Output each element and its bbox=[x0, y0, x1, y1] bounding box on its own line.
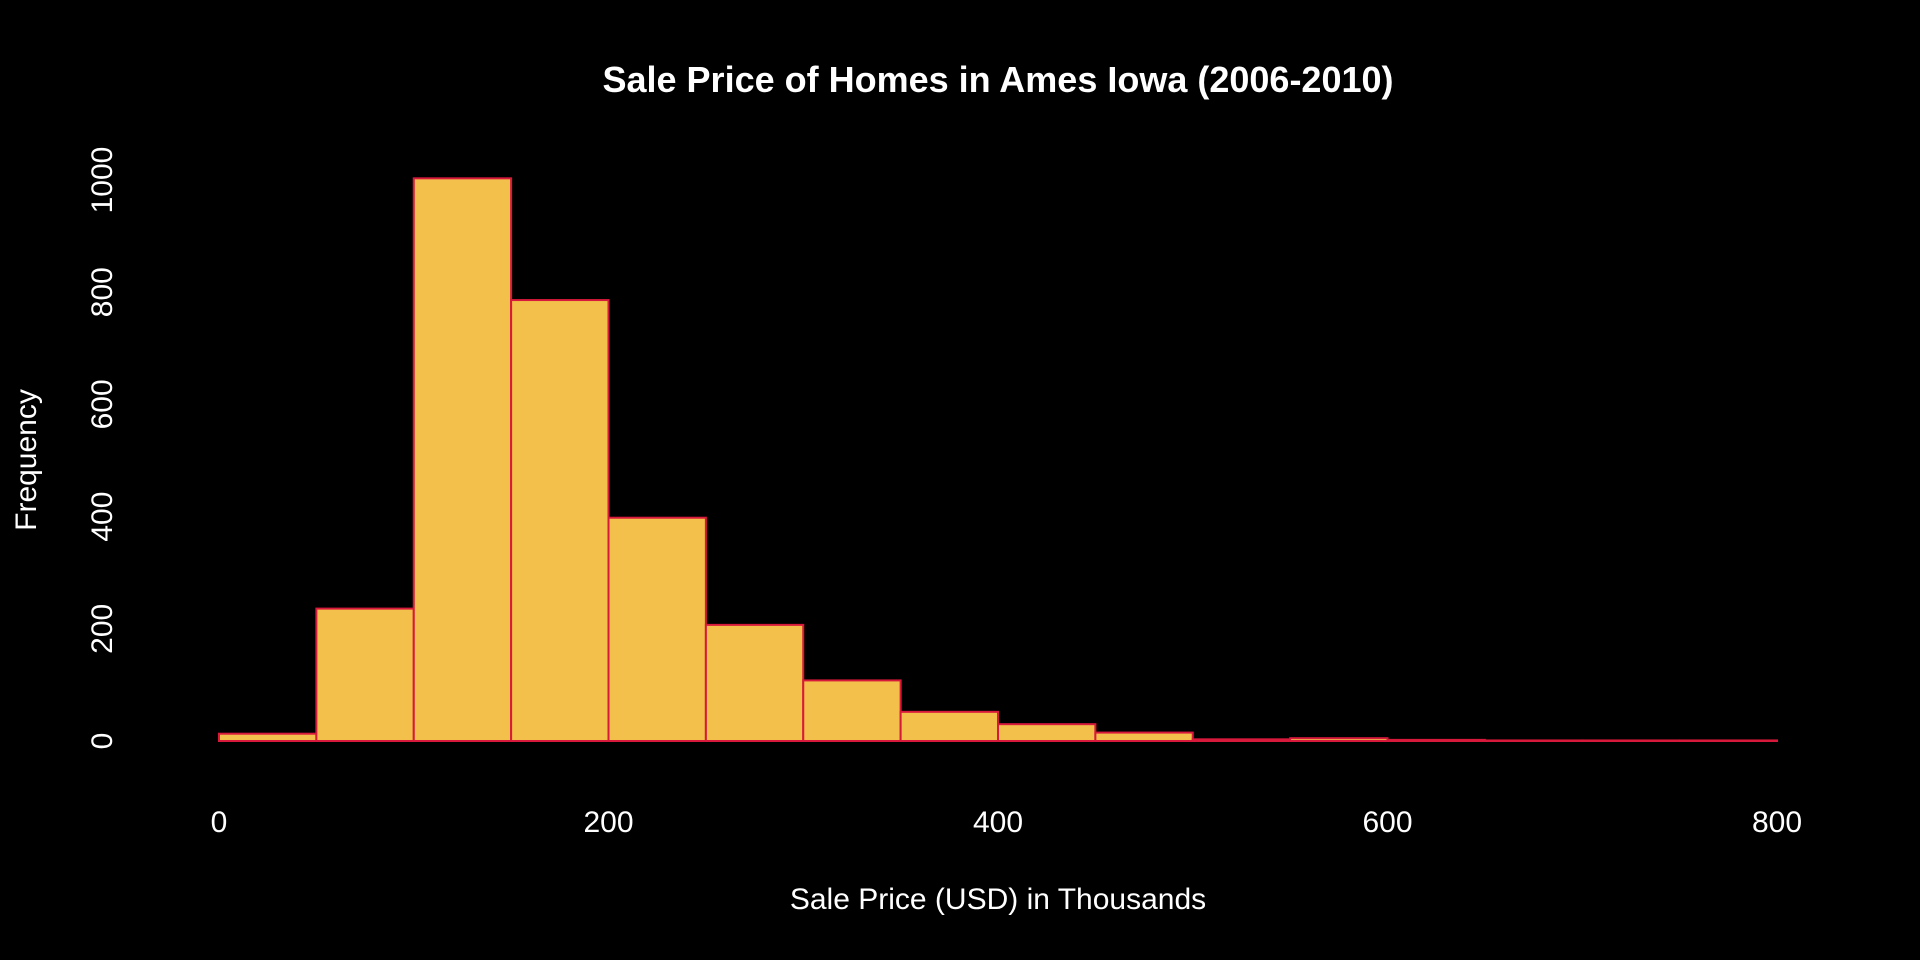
histogram-bar bbox=[607, 516, 707, 742]
chart-title: Sale Price of Homes in Ames Iowa (2006-2… bbox=[602, 59, 1393, 100]
histogram-bar bbox=[510, 299, 610, 742]
x-tick-label: 400 bbox=[973, 806, 1023, 839]
y-tick-label: 800 bbox=[86, 267, 119, 317]
histogram-bar bbox=[899, 710, 999, 743]
histogram-bar bbox=[1581, 739, 1681, 743]
y-tick-label: 1000 bbox=[86, 147, 119, 214]
histogram-bar bbox=[1678, 739, 1778, 743]
histogram-bar bbox=[997, 723, 1097, 742]
x-axis-label: Sale Price (USD) in Thousands bbox=[790, 883, 1206, 916]
x-tick-label: 800 bbox=[1752, 806, 1802, 839]
histogram-bar bbox=[704, 623, 805, 742]
y-tick-label: 600 bbox=[86, 379, 119, 429]
histogram-bars bbox=[218, 177, 1778, 743]
y-tick-label: 0 bbox=[86, 733, 119, 750]
y-tick-label: 400 bbox=[86, 492, 119, 542]
y-tick-label: 200 bbox=[86, 604, 119, 654]
histogram-bar bbox=[1386, 738, 1486, 742]
y-axis-label: Frequency bbox=[10, 389, 43, 531]
histogram-bar bbox=[315, 607, 415, 742]
histogram-bar bbox=[1094, 731, 1194, 743]
x-tick-label: 200 bbox=[583, 806, 633, 839]
histogram-bar bbox=[1289, 737, 1389, 743]
x-tick-label: 600 bbox=[1362, 806, 1412, 839]
x-tick-label: 0 bbox=[211, 806, 228, 839]
x-axis: 0 200 400 600 800 bbox=[211, 806, 1802, 839]
histogram-bar bbox=[802, 679, 902, 742]
y-axis: 0 200 400 600 800 1000 bbox=[86, 147, 119, 750]
histogram-bar bbox=[218, 732, 318, 742]
histogram-bar bbox=[1483, 739, 1584, 743]
histogram-bar bbox=[412, 177, 513, 742]
histogram-bar bbox=[1191, 738, 1292, 743]
